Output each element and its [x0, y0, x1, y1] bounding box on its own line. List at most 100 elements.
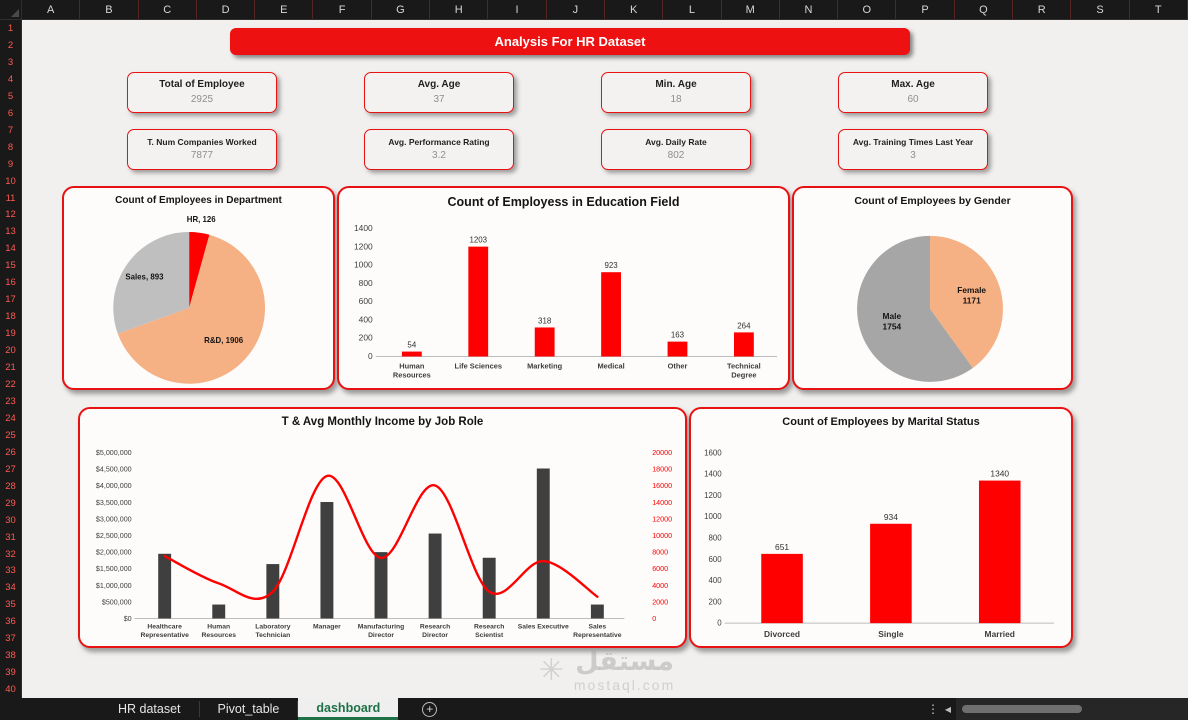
- horizontal-scrollbar[interactable]: [956, 698, 1188, 720]
- row-header-14[interactable]: 14: [5, 243, 16, 255]
- select-all-corner[interactable]: [0, 0, 22, 20]
- pie-slice-hr[interactable]: [189, 232, 210, 308]
- income-bar-research-director[interactable]: [428, 533, 442, 619]
- row-header-20[interactable]: 20: [5, 345, 16, 357]
- row-header-27[interactable]: 27: [5, 463, 16, 475]
- pie-slice-female[interactable]: [930, 235, 1003, 368]
- column-header-d[interactable]: D: [197, 0, 256, 19]
- income-bar-manufacturing-director[interactable]: [374, 552, 388, 619]
- row-header-26[interactable]: 26: [5, 446, 16, 458]
- income-bar-healthcare-representative[interactable]: [158, 553, 172, 619]
- column-header-s[interactable]: S: [1071, 0, 1130, 19]
- row-header-18[interactable]: 18: [5, 311, 16, 323]
- bar-married[interactable]: [978, 480, 1021, 624]
- column-header-b[interactable]: B: [80, 0, 139, 19]
- avg-income-line[interactable]: [163, 474, 599, 600]
- marital-chart-panel[interactable]: Count of Employees by Marital Status 0 20…: [689, 407, 1073, 648]
- row-header-5[interactable]: 5: [7, 90, 14, 102]
- column-header-p[interactable]: P: [896, 0, 955, 19]
- bar-technical-degree[interactable]: [733, 332, 754, 357]
- bar-marketing[interactable]: [534, 327, 555, 357]
- row-header-2[interactable]: 2: [7, 39, 14, 51]
- more-options-icon[interactable]: ⋮: [927, 702, 939, 716]
- row-header-24[interactable]: 24: [5, 412, 16, 424]
- row-header-34[interactable]: 34: [5, 582, 16, 594]
- bar-divorced[interactable]: [761, 553, 803, 624]
- scroll-left-icon[interactable]: ◀: [944, 704, 952, 714]
- column-header-k[interactable]: K: [605, 0, 664, 19]
- row-header-16[interactable]: 16: [5, 277, 16, 289]
- row-header-31[interactable]: 31: [5, 531, 16, 543]
- bar-human-resources[interactable]: [401, 351, 422, 357]
- pie-slice-r-d[interactable]: [117, 234, 266, 384]
- row-header-7[interactable]: 7: [7, 124, 14, 136]
- education-chart-panel[interactable]: Count of Employess in Education Field 0 2…: [337, 186, 790, 390]
- column-header-i[interactable]: I: [488, 0, 547, 19]
- gender-pie-chart[interactable]: Female 1171 Male 1754: [794, 210, 1071, 390]
- sheet-tab-pivot-table[interactable]: Pivot_table: [217, 702, 280, 716]
- row-header-10[interactable]: 10: [5, 175, 16, 187]
- row-header-25[interactable]: 25: [5, 429, 16, 441]
- row-header-21[interactable]: 21: [5, 362, 16, 374]
- row-header-19[interactable]: 19: [5, 328, 16, 340]
- department-pie-chart[interactable]: HR, 126 R&D, 1906 Sales, 893: [64, 210, 333, 390]
- income-combo-chart[interactable]: $0 $500,000 $1,000,000 $1,500,000 $2,000,000…: [80, 433, 685, 648]
- pie-slice-male[interactable]: [857, 235, 973, 382]
- spreadsheet-canvas[interactable]: Analysis For HR Dataset Total of Employe…: [22, 20, 1188, 698]
- bar-medical[interactable]: [601, 272, 621, 357]
- row-header-40[interactable]: 40: [5, 684, 16, 696]
- marital-bar-chart[interactable]: 0 200 400 600 800 1000 1200 1400 1600 651 934 1340 D…: [691, 433, 1071, 648]
- column-header-q[interactable]: Q: [955, 0, 1014, 19]
- column-header-a[interactable]: A: [22, 0, 81, 19]
- row-header-9[interactable]: 9: [7, 158, 14, 170]
- row-header-17[interactable]: 17: [5, 294, 16, 306]
- column-header-e[interactable]: E: [255, 0, 314, 19]
- income-bar-sales-executive[interactable]: [536, 468, 550, 619]
- department-chart-panel[interactable]: Count of Employees in Department HR, 126…: [62, 186, 335, 390]
- bar-life-sciences[interactable]: [468, 246, 489, 357]
- row-header-11[interactable]: 11: [5, 192, 16, 204]
- row-header-39[interactable]: 39: [5, 667, 16, 679]
- scrollbar-thumb[interactable]: [962, 705, 1082, 713]
- row-header-4[interactable]: 4: [7, 73, 14, 85]
- column-header-c[interactable]: C: [139, 0, 197, 19]
- income-bar-manager[interactable]: [320, 502, 334, 619]
- gender-chart-panel[interactable]: Count of Employees by Gender Female 1171 M…: [792, 186, 1073, 390]
- row-header-12[interactable]: 12: [5, 209, 16, 221]
- column-header-g[interactable]: G: [372, 0, 431, 19]
- sheet-tab-hr-dataset[interactable]: HR dataset: [118, 702, 181, 716]
- column-header-j[interactable]: J: [547, 0, 605, 19]
- row-header-30[interactable]: 30: [5, 514, 16, 526]
- column-header-n[interactable]: N: [780, 0, 839, 19]
- row-header-15[interactable]: 15: [5, 260, 16, 272]
- row-header-23[interactable]: 23: [5, 395, 16, 407]
- row-header-28[interactable]: 28: [5, 480, 16, 492]
- column-header-o[interactable]: O: [838, 0, 897, 19]
- row-header-22[interactable]: 22: [5, 378, 16, 390]
- row-header-32[interactable]: 32: [5, 548, 16, 560]
- row-header-3[interactable]: 3: [7, 56, 14, 68]
- column-header-t[interactable]: T: [1130, 0, 1188, 19]
- column-header-l[interactable]: L: [663, 0, 722, 19]
- income-bar-sales-representative[interactable]: [590, 604, 604, 619]
- column-header-f[interactable]: F: [313, 0, 372, 19]
- row-header-37[interactable]: 37: [5, 633, 16, 645]
- income-bar-human-resources[interactable]: [212, 604, 226, 619]
- sheet-tab-dashboard[interactable]: dashboard: [298, 698, 399, 720]
- bar-other[interactable]: [667, 341, 688, 357]
- row-header-8[interactable]: 8: [7, 141, 14, 153]
- row-header-13[interactable]: 13: [5, 226, 16, 238]
- add-sheet-button[interactable]: +: [422, 698, 438, 720]
- row-header-35[interactable]: 35: [5, 599, 16, 611]
- column-header-h[interactable]: H: [430, 0, 489, 19]
- pie-slice-sales[interactable]: [113, 232, 190, 334]
- bar-single[interactable]: [870, 523, 912, 624]
- row-header-38[interactable]: 38: [5, 650, 16, 662]
- row-header-36[interactable]: 36: [5, 616, 16, 628]
- education-bar-chart[interactable]: 0 200 400 600 800 1000 1200 1400 54 1203 318 923 163…: [339, 212, 788, 390]
- row-header-6[interactable]: 6: [7, 107, 14, 119]
- row-header-33[interactable]: 33: [5, 565, 16, 577]
- row-header-29[interactable]: 29: [5, 497, 16, 509]
- income-chart-panel[interactable]: T & Avg Monthly Income by Job Role $0 $50…: [78, 407, 687, 648]
- row-header-1[interactable]: 1: [7, 22, 14, 34]
